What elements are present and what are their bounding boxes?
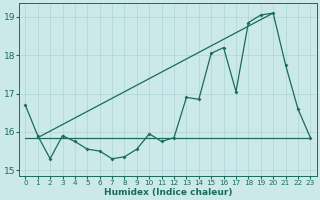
X-axis label: Humidex (Indice chaleur): Humidex (Indice chaleur) [104, 188, 232, 197]
